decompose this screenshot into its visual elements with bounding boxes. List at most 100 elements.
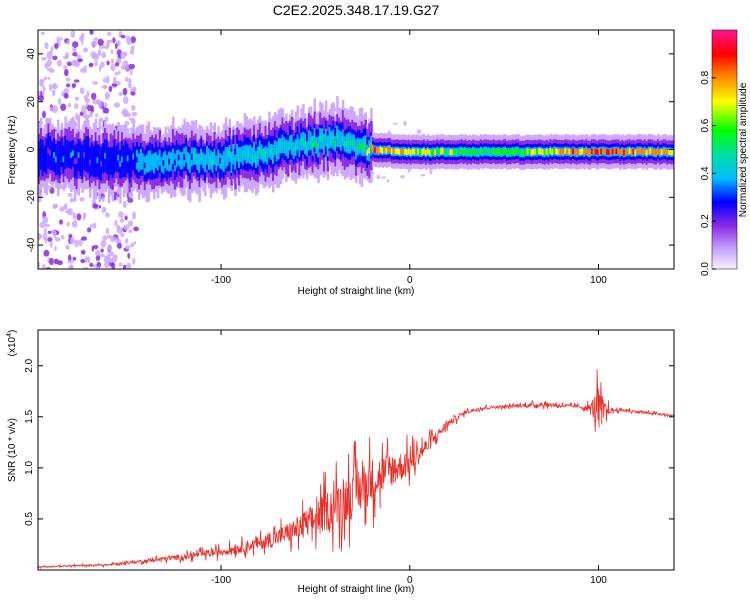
spectrogram-panel: -100 0 100 -40 -20 0 20 40 Height of straight l… [7,29,675,297]
spectrogram-noise-cell [44,56,47,61]
spectrogram-noise-cell [101,196,105,202]
spectrogram-ridge-core [536,149,539,155]
spectrogram-ridge-core [273,145,277,151]
spectrogram-noise-cell [104,261,110,268]
spectrogram-ridge-core [555,148,558,155]
spectrogram-noise-cell [46,51,53,60]
spectrogram-ridge-core [340,138,343,145]
spectrogram-noise-cell [124,120,130,126]
spectrogram-noise-cell [42,110,46,119]
spectrogram-ridge-core [289,140,292,146]
spectrogram-ridge-core [540,148,543,155]
spectrogram-noise-cell [129,68,133,76]
spectrogram-ridge-core [404,148,407,155]
spectrogram-noise-cell [38,195,42,203]
spectrogram-ridge-core [356,143,360,150]
spectrogram-noise-cell [68,264,74,269]
spectrogram-ridge-core [98,159,101,165]
spectrogram-ridge-core [292,147,296,154]
spectrogram-ridge-core [222,158,226,165]
spectrogram-ridge-core [192,153,196,159]
spectrogram-ridge-core [626,148,630,155]
spectrogram-ridge-core [311,142,315,149]
spectrogram-noise-cell [74,103,79,110]
spectrogram-ridge-core [489,149,492,155]
spectrogram-noise-cell [67,192,73,198]
spectrogram-noise-cell [80,37,84,46]
spectrogram-ridge-core [664,148,668,155]
spectrogram-noise-cell [124,76,129,82]
spectrogram-noise-cell [110,64,116,72]
spectrogram-noise-cell [88,62,94,68]
spectrogram-ridge-core [122,158,126,164]
spectrogram-ridge-core [621,148,624,155]
spectrogram-ridge-core [136,156,139,163]
spectrogram-noise-cell [125,35,131,43]
spectrogram-ridge-core [607,149,611,156]
snr-frame [37,329,675,571]
spectrogram-ridge-core [200,153,203,160]
spectrogram-ridge-core [326,143,330,149]
spectrogram-ridge-core [432,149,435,155]
spectrogram-ridge-core [328,134,332,141]
spectrogram-noise-cell [100,239,107,248]
spectrogram-ridge-core [487,148,490,155]
spectrogram-noise-cell [60,235,65,240]
spectrogram-noise-cell [50,45,54,54]
spectrogram-ridge-core [370,142,373,149]
spectrogram-ridge-core [428,149,432,156]
spectrogram-ticks: -100 0 100 -40 -20 0 20 40 [26,30,674,286]
spectrogram-ridge-core [256,153,260,159]
spectrogram-noise-cell [52,55,58,61]
spectrogram-ridge-core [315,142,318,149]
spectrogram-ridge-core [353,140,356,146]
spectrogram-noise-cell [122,108,128,114]
spectrogram-noise-cell [130,91,136,96]
spectrogram-ridge-core [221,159,224,165]
spectrogram-ridge-core [528,149,532,155]
spectrogram-ridge-core [387,147,390,153]
spectrogram-ridge-core [345,140,349,147]
spectrogram-noise-cell [76,213,82,221]
spectrogram-noise-cell [42,85,46,93]
spectrogram-noise-cell [79,197,85,202]
spectrogram-noise-cell [52,82,57,90]
spectrogram-ridge-core [502,148,505,155]
spectrogram-ridge-core [541,149,545,156]
spectrogram-noise-cell [101,51,107,59]
spectrogram-ridge-core [464,148,467,155]
spectrogram-ridge-core [411,148,415,155]
spectrogram-noise-cell [95,113,99,118]
spectrogram-ridge-core [155,157,158,163]
spectrogram-noise-cell [114,237,120,242]
spectrogram-noise-cell [122,60,129,68]
spectrogram-ridge-core [519,149,522,156]
spectrogram-noise-cell [38,233,41,241]
spectrogram-ridge-core [296,139,300,145]
spectrogram-ridge-core [617,148,620,154]
spectrogram-ridge-core [423,148,426,155]
spectrogram-noise-cell [112,37,116,44]
spectrogram-ridge-core [319,135,322,142]
snr-scale-base: (x10 [7,336,18,356]
spectrogram-ridge-core [294,144,298,151]
spectrogram-ridge-core [332,136,335,143]
spectrogram-ridge-core [570,149,573,156]
spectrogram-noise-cell [91,40,98,47]
spectrogram-noise-cell [90,105,95,113]
spectrogram-noise-cell [430,171,433,175]
spectrogram-ridge-core [592,148,596,154]
spectrogram-noise-cell [111,262,116,269]
spectrogram-ridge-core [234,159,237,165]
spectrogram-noise-cell [109,39,113,43]
spectrogram-ridge-core [324,134,328,141]
colorbar-tick-label: 0.8 [700,70,711,84]
spectrogram-noise-cell [67,103,72,108]
spectrogram-ridge-core [515,148,518,154]
spectrogram-ridge-core [568,148,571,155]
spectrogram-ridge-core [379,146,383,153]
spectrogram-ridge-core [317,144,320,150]
spectrogram-noise-cell [125,245,131,250]
spectrogram-ridge-core [224,154,228,161]
spectrogram-noise-cell [44,236,48,244]
